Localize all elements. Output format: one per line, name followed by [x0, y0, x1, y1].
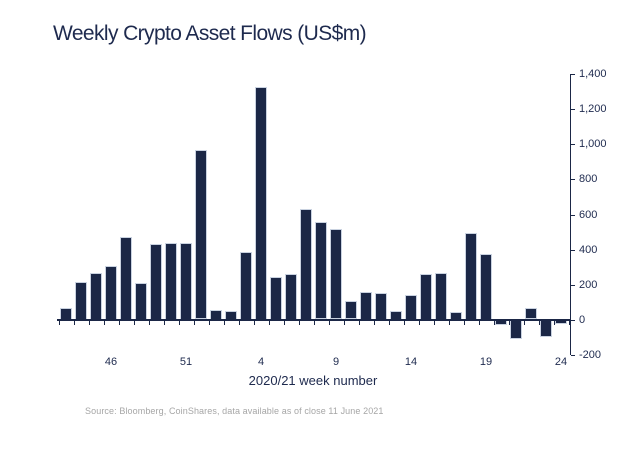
x-axis-tick-label: 9: [332, 356, 340, 368]
x-axis-tick-label: 51: [179, 356, 193, 368]
bar-week-45: [90, 273, 102, 320]
bar-week-44: [75, 282, 87, 320]
bar-week-4: [255, 87, 267, 320]
bar-week-22: [525, 308, 537, 319]
x-axis-minor-tick: [148, 321, 150, 325]
y-axis-line: [570, 74, 571, 355]
x-axis-minor-tick: [463, 321, 465, 325]
x-axis-tick-label: 4: [257, 356, 265, 368]
x-axis-minor-tick: [223, 321, 225, 325]
y-axis-tick: [571, 320, 575, 321]
y-axis-tick: [571, 215, 575, 216]
y-axis-tick: [571, 74, 575, 75]
bar-week-8: [315, 222, 327, 319]
bar-week-51: [180, 243, 192, 320]
y-axis-tick-label: 1,200: [579, 103, 607, 115]
x-axis-minor-tick: [493, 321, 495, 325]
x-axis-tick-label: 46: [104, 356, 118, 368]
bar-week-21: [510, 320, 522, 339]
plot-area: [57, 74, 570, 355]
x-axis-minor-tick: [553, 321, 555, 325]
y-axis-tick-label: 1,000: [579, 138, 607, 150]
x-axis-minor-tick: [298, 321, 300, 325]
x-axis-minor-tick: [328, 321, 330, 325]
bar-week-49: [150, 244, 162, 320]
x-axis-minor-tick: [568, 321, 570, 325]
x-axis-minor-tick: [163, 321, 165, 325]
bar-week-11: [360, 292, 372, 320]
x-axis-minor-tick: [448, 321, 450, 325]
bar-week-5: [270, 277, 282, 320]
y-axis-tick: [571, 144, 575, 145]
y-axis-tick-label: 600: [579, 209, 598, 221]
x-axis-minor-tick: [238, 321, 240, 325]
x-axis-minor-tick: [253, 321, 255, 325]
bar-week-6: [285, 274, 297, 320]
x-axis-minor-tick: [358, 321, 360, 325]
y-axis-tick-label: 1,400: [579, 68, 607, 80]
x-axis-minor-tick: [73, 321, 75, 325]
x-axis-minor-tick: [478, 321, 480, 325]
bar-week-18: [465, 233, 477, 320]
y-axis-tick: [571, 109, 575, 110]
bar-week-47: [120, 237, 132, 320]
x-axis-minor-tick: [343, 321, 345, 325]
y-axis-tick-label: 400: [579, 244, 598, 256]
x-axis-minor-tick: [538, 321, 540, 325]
bar-week-3: [240, 252, 252, 320]
chart-title: Weekly Crypto Asset Flows (US$m): [53, 22, 367, 45]
bar-week-52: [195, 150, 207, 319]
x-axis-minor-tick: [268, 321, 270, 325]
y-axis-tick-label: -200: [579, 349, 602, 361]
bar-week-50: [165, 243, 177, 320]
x-axis-minor-tick: [103, 321, 105, 325]
y-axis-tick-label: 200: [579, 279, 598, 291]
y-axis-tick: [571, 250, 575, 251]
x-axis-minor-tick: [133, 321, 135, 325]
x-axis-title: 2020/21 week number: [248, 373, 378, 388]
x-axis-minor-tick: [178, 321, 180, 325]
bar-week-10: [345, 301, 357, 319]
y-axis-tick-label: 800: [579, 173, 598, 185]
bar-week-23: [540, 320, 552, 337]
bar-week-15: [420, 274, 432, 320]
x-axis-minor-tick: [373, 321, 375, 325]
x-axis-line: [57, 319, 570, 321]
x-axis-tick-label: 19: [479, 356, 493, 368]
x-axis-minor-tick: [58, 321, 60, 325]
x-axis-minor-tick: [88, 321, 90, 325]
y-axis: 1,400 1,200 1,000 800 600 400 200 0 -200: [570, 68, 624, 374]
bar-week-14: [405, 295, 417, 320]
x-axis-minor-tick: [193, 321, 195, 325]
x-axis-minor-tick: [388, 321, 390, 325]
bar-week-12: [375, 293, 387, 320]
bar-week-9: [330, 229, 342, 319]
x-axis-minor-tick: [118, 321, 120, 325]
bar-week-7: [300, 209, 312, 320]
x-axis-tick-label: 24: [554, 356, 568, 368]
x-axis-minor-tick: [403, 321, 405, 325]
y-axis-tick-label: 0: [579, 314, 586, 326]
bar-week-46: [105, 266, 117, 320]
x-axis-minor-tick: [283, 321, 285, 325]
bar-week-16: [435, 273, 447, 320]
x-axis-minor-tick: [508, 321, 510, 325]
x-axis-minor-tick: [313, 321, 315, 325]
y-axis-tick: [571, 355, 575, 356]
source-note: Source: Bloomberg, CoinShares, data avai…: [85, 406, 384, 416]
x-axis-tick-label: 14: [404, 356, 418, 368]
bar-week-48: [135, 283, 147, 320]
x-axis-minor-tick: [418, 321, 420, 325]
x-axis-minor-tick: [208, 321, 210, 325]
x-axis-minor-tick: [433, 321, 435, 325]
bar-week-19: [480, 254, 492, 320]
y-axis-tick: [571, 285, 575, 286]
x-axis-minor-tick: [523, 321, 525, 325]
y-axis-tick: [571, 179, 575, 180]
